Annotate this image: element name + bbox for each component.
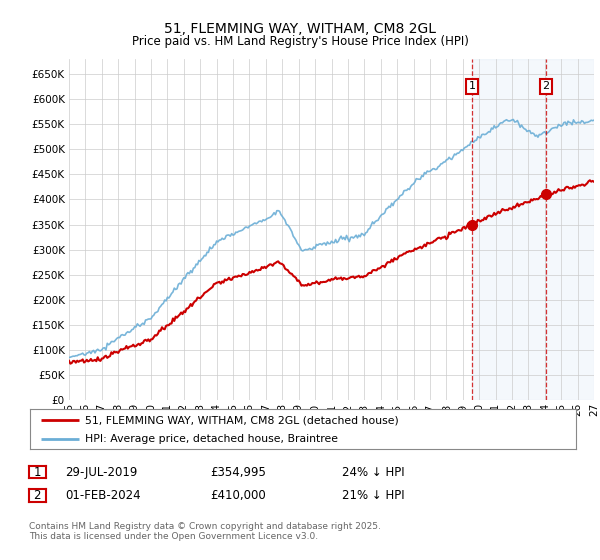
Text: 1: 1 — [469, 81, 476, 91]
Text: 51, FLEMMING WAY, WITHAM, CM8 2GL: 51, FLEMMING WAY, WITHAM, CM8 2GL — [164, 22, 436, 36]
Text: 2: 2 — [34, 489, 41, 502]
Bar — [472, 59, 594, 400]
Text: 2: 2 — [542, 81, 550, 91]
Text: 1: 1 — [34, 465, 41, 479]
Text: 01-FEB-2024: 01-FEB-2024 — [65, 489, 140, 502]
Text: £354,995: £354,995 — [210, 465, 266, 479]
Text: £410,000: £410,000 — [210, 489, 266, 502]
Text: Price paid vs. HM Land Registry's House Price Index (HPI): Price paid vs. HM Land Registry's House … — [131, 35, 469, 48]
Text: 51, FLEMMING WAY, WITHAM, CM8 2GL (detached house): 51, FLEMMING WAY, WITHAM, CM8 2GL (detac… — [85, 415, 398, 425]
Text: 24% ↓ HPI: 24% ↓ HPI — [342, 465, 404, 479]
Text: Contains HM Land Registry data © Crown copyright and database right 2025.
This d: Contains HM Land Registry data © Crown c… — [29, 522, 380, 542]
Text: 29-JUL-2019: 29-JUL-2019 — [65, 465, 137, 479]
Text: 21% ↓ HPI: 21% ↓ HPI — [342, 489, 404, 502]
Text: HPI: Average price, detached house, Braintree: HPI: Average price, detached house, Brai… — [85, 434, 338, 444]
